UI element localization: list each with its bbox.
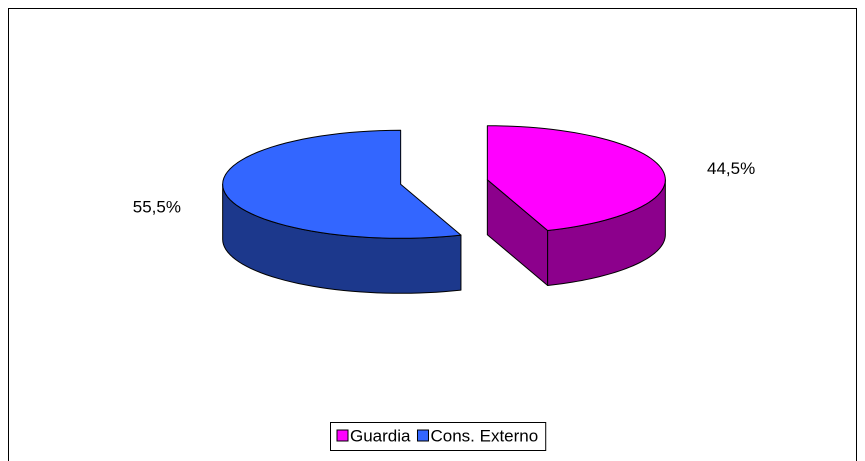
legend-label: Cons. Externo — [430, 426, 538, 445]
data-label: 44,5% — [707, 159, 755, 178]
slice-top — [222, 129, 462, 239]
legend-box — [330, 422, 547, 451]
legend-label: Guardia — [350, 426, 411, 445]
slice-top — [486, 125, 666, 232]
legend-swatch — [416, 429, 429, 442]
data-label: 55,5% — [133, 198, 181, 217]
legend-swatch — [336, 429, 349, 442]
